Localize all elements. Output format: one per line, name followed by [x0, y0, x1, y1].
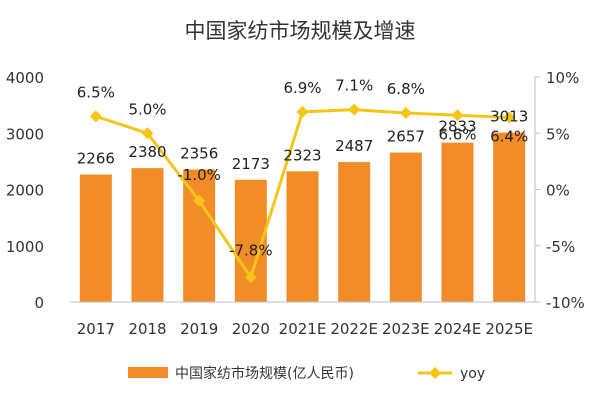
x-tick-label: 2019	[180, 320, 218, 338]
bar	[441, 142, 474, 302]
x-tick-label: 2021E	[279, 320, 327, 338]
yoy-point	[141, 127, 154, 140]
left-y-tick-label: 4000	[6, 69, 44, 87]
bar-value-label: 2657	[387, 128, 425, 146]
x-tick-label: 2020	[232, 320, 270, 338]
left-y-tick-label: 2000	[6, 182, 44, 200]
yoy-value-label: 5.0%	[128, 100, 166, 118]
x-tick-label: 2022E	[330, 320, 378, 338]
left-y-tick-label: 3000	[6, 125, 44, 143]
bar	[493, 132, 526, 302]
yoy-point	[399, 107, 412, 119]
bar-value-label: 2380	[128, 143, 166, 161]
line-series	[89, 103, 516, 284]
yoy-point	[244, 271, 257, 284]
right-y-tick-label: -10%	[546, 294, 585, 312]
yoy-value-label: 6.8%	[387, 80, 425, 98]
bar-value-label: 2266	[77, 150, 115, 168]
legend-line-label: yoy	[460, 366, 485, 382]
yoy-value-label: 6.6%	[438, 125, 476, 143]
bar-value-label: 3013	[490, 108, 528, 126]
line-data-labels: 6.5% 5.0% -1.0% -7.8% 6.9% 7.1% 6.8% 6.6% 6.4%	[77, 77, 528, 260]
left-y-tick-label: 1000	[6, 238, 44, 256]
legend-line-marker	[429, 367, 441, 379]
yoy-point	[451, 109, 464, 122]
legend-bar-swatch	[128, 367, 168, 378]
bar	[79, 174, 112, 302]
bar-data-labels: 2266 2380 2356 2173 2323 2487 2657 2833 3013	[77, 108, 529, 173]
legend-bar-label: 中国家纺市场规模(亿人民币)	[175, 365, 354, 382]
yoy-value-label: -7.8%	[229, 241, 273, 259]
bar-value-label: 2356	[180, 144, 218, 162]
bar	[389, 152, 422, 302]
x-tick-label: 2025E	[485, 320, 533, 338]
right-y-tick-label: 0%	[546, 182, 570, 200]
left-y-tick-label: 0	[34, 294, 44, 312]
legend: 中国家纺市场规模(亿人民币) yoy	[128, 365, 485, 382]
bar	[286, 171, 319, 302]
right-y-tick-label: 10%	[546, 69, 579, 87]
yoy-point	[503, 111, 516, 124]
x-tick-label: 2024E	[434, 320, 482, 338]
left-y-axis: 0 1000 2000 3000 4000	[6, 69, 44, 312]
yoy-value-label: 6.5%	[77, 83, 115, 101]
yoy-point	[348, 103, 361, 116]
right-y-axis: -10% -5% 0% 5% 10%	[534, 69, 585, 312]
bar	[131, 168, 164, 302]
bar-value-label: 2833	[438, 118, 476, 136]
yoy-value-label: 6.9%	[283, 79, 321, 97]
bar	[338, 162, 371, 302]
right-y-tick-label: -5%	[546, 238, 575, 256]
yoy-point	[296, 105, 309, 118]
yoy-value-label: -1.0%	[177, 166, 221, 184]
chart-title: 中国家纺市场规模及增速	[185, 19, 416, 43]
x-tick-label: 2017	[77, 320, 115, 338]
yoy-point	[193, 194, 206, 207]
yoy-point	[89, 110, 102, 123]
x-tick-label: 2023E	[382, 320, 430, 338]
yoy-value-label: 7.1%	[335, 77, 373, 95]
bar-value-label: 2323	[283, 146, 321, 164]
x-tick-label: 2018	[128, 320, 166, 338]
right-y-tick-label: 5%	[546, 125, 570, 143]
yoy-value-label: 6.4%	[490, 128, 528, 146]
bar-value-label: 2173	[232, 155, 270, 173]
bar	[183, 169, 216, 302]
x-axis: 2017 2018 2019 2020 2021E 2022E 2023E 2024E 2025…	[70, 301, 535, 338]
bar-value-label: 2487	[335, 137, 373, 155]
